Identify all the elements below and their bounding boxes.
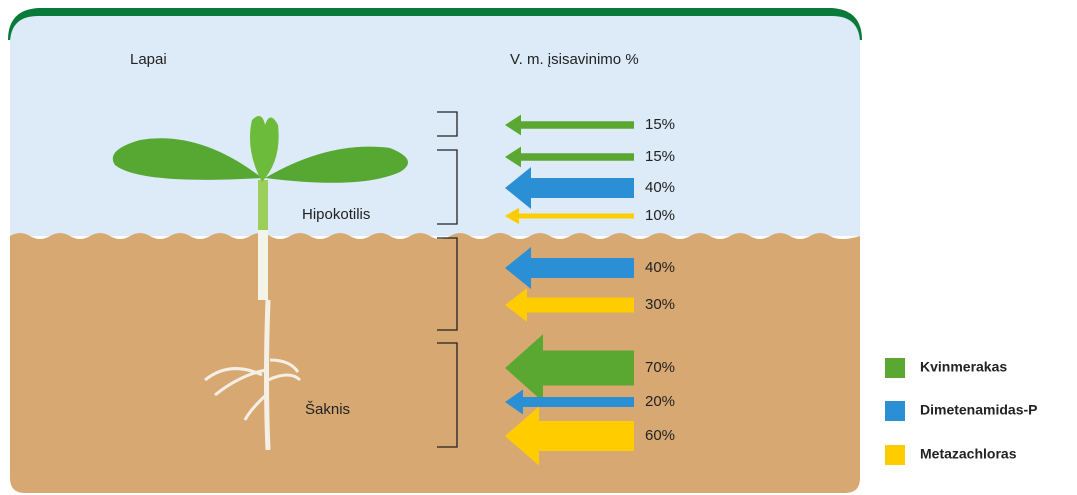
sky: [10, 16, 860, 236]
header-label: V. m. įsisavinimo %: [510, 51, 639, 68]
legend-label: Metazachloras: [920, 446, 1017, 462]
root-label: Šaknis: [305, 401, 350, 418]
legend-label: Dimetenamidas-P: [920, 402, 1037, 418]
value-label: 15%: [645, 116, 675, 133]
value-label: 40%: [645, 259, 675, 276]
soil: [10, 233, 860, 493]
value-label: 15%: [645, 148, 675, 165]
page: Lapai V. m. įsisavinimo % Hipokotilis Ša…: [0, 0, 1077, 495]
diagram: Lapai V. m. įsisavinimo % Hipokotilis Ša…: [0, 0, 1077, 495]
value-label: 60%: [645, 427, 675, 444]
legend-swatch: [885, 445, 905, 465]
legend-label: Kvinmerakas: [920, 359, 1007, 375]
hypocotyl-label: Hipokotilis: [302, 206, 370, 223]
legend-swatch: [885, 401, 905, 421]
legend-swatch: [885, 358, 905, 378]
value-label: 10%: [645, 207, 675, 224]
value-label: 40%: [645, 179, 675, 196]
value-label: 20%: [645, 393, 675, 410]
leaves-label: Lapai: [130, 51, 167, 68]
value-label: 70%: [645, 359, 675, 376]
value-label: 30%: [645, 296, 675, 313]
